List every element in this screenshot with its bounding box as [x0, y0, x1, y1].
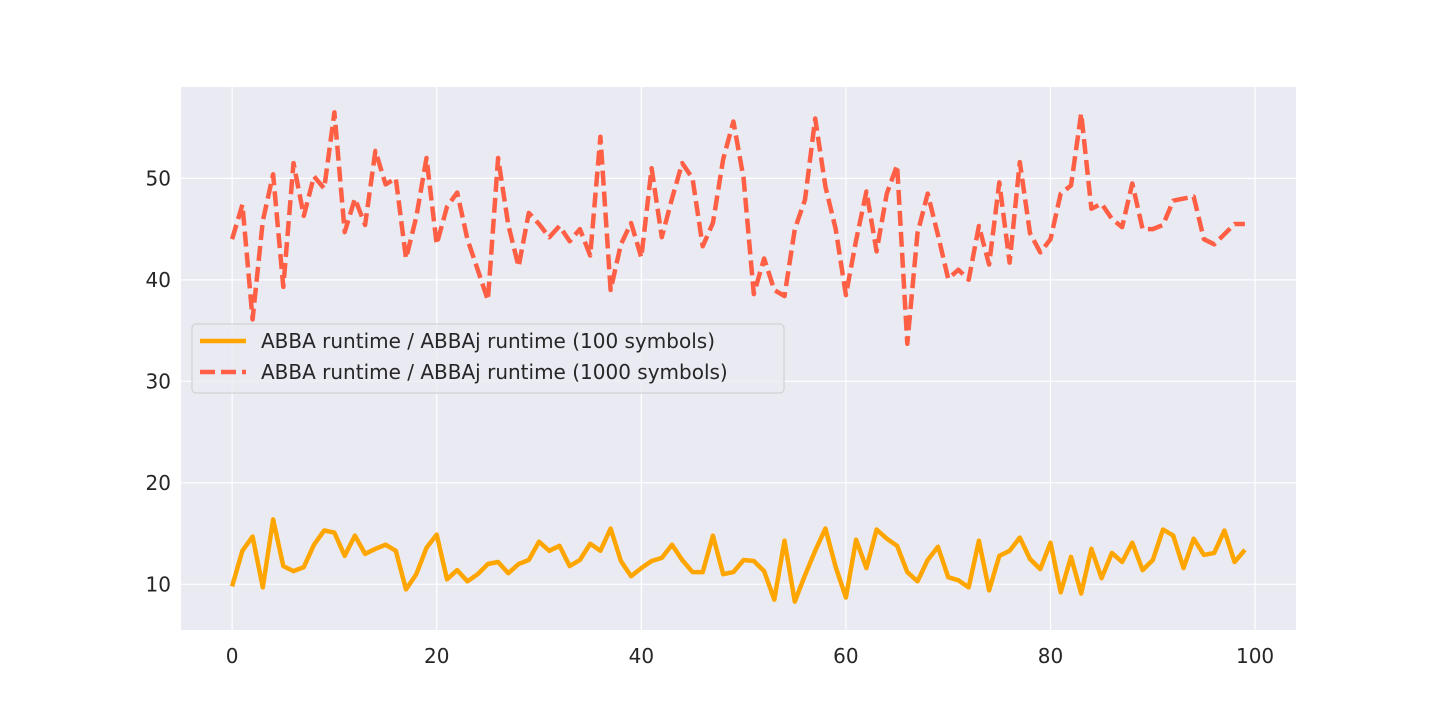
x-tick-label: 80	[1038, 644, 1063, 668]
y-tick-label: 30	[146, 369, 171, 393]
x-tick-label: 100	[1236, 644, 1274, 668]
x-tick-label: 60	[833, 644, 858, 668]
x-tick-label: 0	[226, 644, 239, 668]
legend-box	[191, 323, 785, 394]
x-tick-label: 20	[424, 644, 449, 668]
y-tick-label: 20	[146, 471, 171, 495]
series-layer	[229, 110, 1247, 604]
y-tick-label: 50	[146, 166, 171, 190]
legend: ABBA runtime / ABBAj runtime (100 symbol…	[191, 323, 785, 394]
legend-label-100-symbols: ABBA runtime / ABBAj runtime (100 symbol…	[261, 329, 715, 353]
y-tick-label: 10	[146, 572, 171, 596]
y-tick-labels: 10 20 30 40 50	[146, 166, 171, 596]
series-line-1	[229, 110, 1245, 347]
legend-label-1000-symbols: ABBA runtime / ABBAj runtime (1000 symbo…	[261, 360, 728, 384]
x-tick-label: 40	[629, 644, 654, 668]
y-tick-label: 40	[146, 268, 171, 292]
series-line-0	[229, 517, 1247, 604]
x-tick-labels: 0 20 40 60 80 100	[226, 644, 1274, 668]
